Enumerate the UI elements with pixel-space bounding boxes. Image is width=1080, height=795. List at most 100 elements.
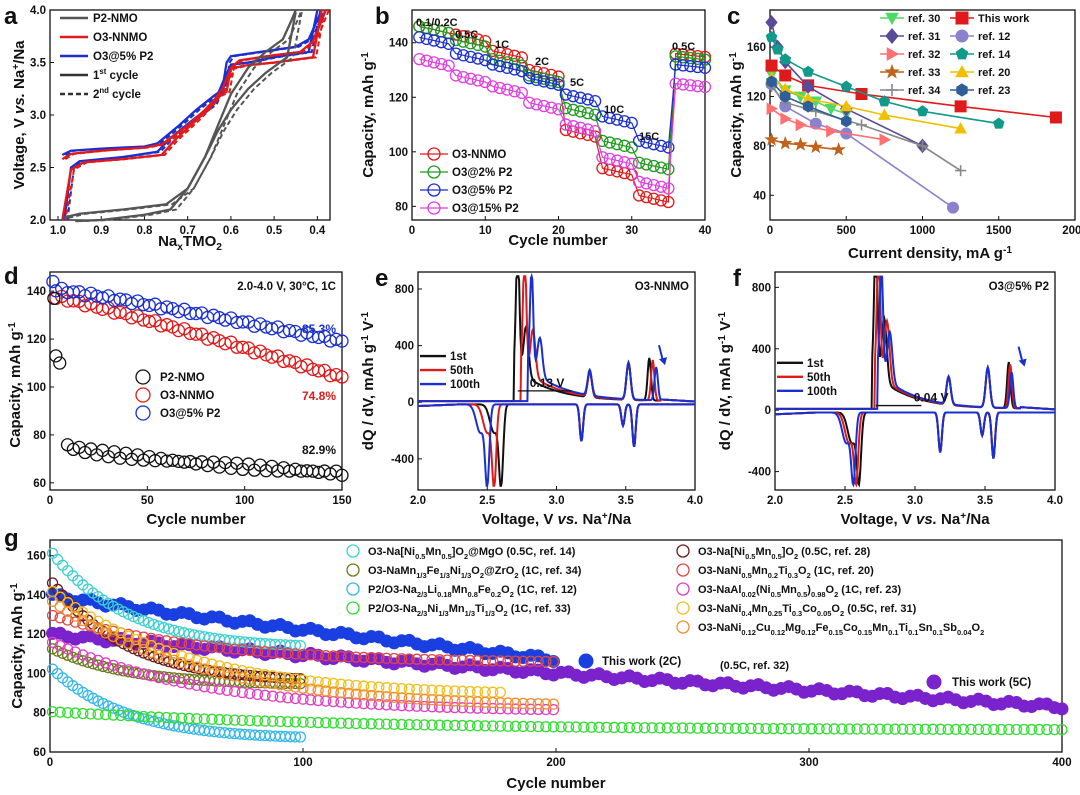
legend-marker (135, 405, 151, 421)
rate-point (625, 157, 638, 170)
x-axis-label: Voltage, V vs. Na+/Na (482, 511, 632, 528)
cycle-point (236, 664, 248, 677)
x-axis-label: Current density, mA g-1 (848, 245, 1012, 262)
rate-point (545, 101, 558, 114)
cycle-point (122, 664, 135, 676)
legend-label: 100th (450, 379, 480, 391)
cycle-point (426, 701, 438, 713)
cycle-point (53, 356, 67, 370)
cycle-point (107, 659, 119, 672)
y-tick-label: 100 (27, 668, 46, 680)
cycle-point (654, 722, 666, 734)
cycle-point (745, 722, 757, 735)
cycle-point (175, 676, 188, 689)
rate-point (669, 77, 682, 90)
legend-marker (955, 47, 969, 60)
legend-label: 1st (450, 351, 467, 363)
cycle-point (1010, 723, 1023, 736)
cycle-point (335, 334, 349, 348)
cycle-point (289, 639, 302, 652)
cycle-point (160, 300, 174, 314)
cycle-point (388, 652, 400, 665)
cycle-point (282, 716, 294, 728)
rate-point (515, 51, 529, 64)
cycle-point (669, 722, 681, 734)
cycle-point (289, 648, 302, 660)
y-tick-label: 60 (33, 478, 46, 490)
panel-g: 0 100 200 300 400 60 80 100 120 140 160 This work (… (4, 525, 1072, 792)
cycle-point (464, 695, 476, 708)
rate-point (449, 69, 463, 82)
legend-marker-2c (578, 653, 594, 669)
rate-label: 0.5C (455, 29, 478, 41)
cycle-point (153, 633, 165, 646)
cycle-point (449, 695, 461, 707)
cycle-point (335, 687, 347, 699)
panel-d: 0 50 100 150 60 80 100 120 140 2.0-4.0 V, 30°C, 1… (4, 263, 352, 528)
dqdv-discharge-curve (775, 411, 1055, 488)
cycle-point (137, 643, 150, 656)
data-point (992, 117, 1005, 129)
legend-marker (885, 12, 899, 26)
cycle-point (426, 653, 438, 666)
rate-point (574, 91, 587, 104)
data-point (802, 100, 814, 113)
legend-marker (427, 183, 441, 197)
cycle-point (790, 723, 802, 735)
rate-point (618, 115, 631, 128)
x-tick-label: 2.5 (479, 495, 496, 507)
retention-o3p2: 85.3% (302, 322, 336, 336)
cycle-point (722, 722, 734, 735)
legend-label: 50th (807, 372, 831, 384)
rate-point (486, 58, 499, 71)
y-tick-label: 140 (27, 286, 46, 298)
rate-point (654, 180, 668, 193)
cycle-point (54, 706, 66, 718)
cycle-point (160, 318, 174, 332)
cycle-point (509, 697, 522, 709)
cycle-point (329, 332, 343, 346)
x-tick-label: 3.0 (907, 495, 923, 507)
data-point (954, 122, 967, 134)
cycle-point (206, 713, 218, 725)
legend-marker (135, 387, 151, 403)
cycle-point (130, 710, 142, 722)
rate-point (435, 57, 448, 71)
cycle-point (312, 676, 324, 688)
cycle-point (699, 722, 711, 734)
data-point (778, 135, 793, 150)
cycle-point (213, 683, 226, 695)
cycle-point (358, 689, 370, 701)
cycle-point (342, 679, 355, 691)
cycle-point (198, 663, 210, 675)
curve-2nd-4 (68, 9, 303, 219)
cycle-point (191, 679, 203, 692)
y-tick-label: 100 (389, 147, 408, 159)
legend-marker (346, 544, 360, 558)
dqdv-discharge-curve (417, 403, 695, 487)
cycle-point (259, 676, 271, 688)
cycle-point (130, 630, 142, 642)
cycle-point (464, 654, 476, 667)
cycle-point (183, 638, 195, 650)
cycle-point (289, 681, 302, 693)
cycle-point (1003, 723, 1015, 736)
rate-point (596, 134, 609, 148)
cycle-point (836, 723, 848, 735)
y-axis-label: dQ / dV, mAh g-1 V-1 (717, 311, 734, 450)
cycle-point (350, 717, 362, 730)
cycle-point (113, 305, 127, 319)
rate-point (632, 156, 646, 169)
cycle-point (160, 652, 173, 664)
x-tick-label: 500 (837, 225, 856, 237)
data-point (764, 132, 779, 146)
rate-point (662, 182, 675, 195)
legend-label: O3-NaNi0.12Cu0.12Mg0.12Fe0.15Co0.15Mn0.1… (698, 622, 984, 637)
cycle-point (441, 694, 453, 707)
cycle-point (297, 716, 309, 728)
cycle-point (403, 692, 415, 705)
cycle-point (153, 671, 165, 684)
cycle-point (441, 701, 453, 713)
cycle-point (919, 723, 932, 735)
cycle-point (373, 690, 385, 702)
